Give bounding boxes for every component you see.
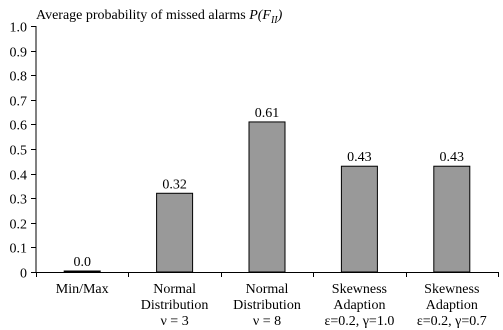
data-label: 0.43 bbox=[347, 150, 372, 165]
y-tick-label: 0.9 bbox=[10, 46, 28, 61]
category-label: Normal Distribution ν = 8 bbox=[233, 282, 301, 329]
category-label-line: Skewness bbox=[424, 282, 479, 297]
y-tick-label: 0.8 bbox=[10, 70, 28, 85]
category-label: Normal Distribution ν = 3 bbox=[141, 282, 209, 329]
category-label: Skewness Adaption ε=0.2, γ=1.0 bbox=[324, 282, 394, 329]
y-tick-label: 0.3 bbox=[10, 193, 28, 208]
category-label-line: Adaption bbox=[426, 298, 478, 313]
title-symbol: P(F bbox=[248, 8, 271, 23]
bar bbox=[248, 121, 286, 273]
bar bbox=[156, 192, 194, 273]
title-main: Average probability of missed alarms bbox=[36, 8, 249, 23]
category-label: Skewness Adaption ε=0.2, γ=0.7 bbox=[417, 282, 487, 329]
y-tick-label: 0.5 bbox=[10, 144, 28, 159]
y-tick-label: 0 bbox=[20, 267, 27, 282]
title-close: ) bbox=[277, 8, 283, 23]
data-label: 0.32 bbox=[162, 177, 187, 192]
category-label-line: ε=0.2, γ=0.7 bbox=[417, 314, 487, 329]
category-label-line: ν = 8 bbox=[253, 314, 281, 329]
y-tick-label: 0.7 bbox=[10, 95, 28, 110]
category-label-line: Adaption bbox=[333, 298, 385, 313]
category-label: Min/Max bbox=[56, 282, 109, 297]
y-axis: 0 0.1 0.2 0.3 0.4 0.5 0.6 0.7 0.8 0.9 1.0 bbox=[10, 21, 37, 282]
category-label-line: Distribution bbox=[233, 298, 301, 313]
category-label-line: Normal bbox=[246, 282, 289, 297]
y-tick-label: 0.6 bbox=[10, 119, 28, 134]
data-label: 0.0 bbox=[73, 255, 91, 270]
category-label-line: Normal bbox=[153, 282, 196, 297]
title-subscript: II bbox=[270, 15, 278, 26]
bars: 0.0 0.32 0.61 0.43 0.43 bbox=[63, 106, 471, 273]
bar bbox=[340, 165, 378, 273]
category-label-line: ε=0.2, γ=1.0 bbox=[324, 314, 394, 329]
category-label-line: ν = 3 bbox=[160, 314, 188, 329]
data-label: 0.61 bbox=[255, 106, 280, 121]
y-tick-label: 1.0 bbox=[10, 21, 28, 36]
category-label-line: Distribution bbox=[141, 298, 209, 313]
bar bbox=[63, 270, 101, 273]
y-tick-label: 0.4 bbox=[10, 169, 28, 184]
bar bbox=[433, 165, 471, 273]
y-tick-label: 0.2 bbox=[10, 218, 28, 233]
category-label-line: Min/Max bbox=[56, 282, 109, 297]
chart-title: Average probability of missed alarms P(F… bbox=[36, 8, 283, 26]
category-label-line: Skewness bbox=[332, 282, 387, 297]
data-label: 0.43 bbox=[440, 150, 465, 165]
y-tick-label: 0.1 bbox=[10, 242, 28, 257]
